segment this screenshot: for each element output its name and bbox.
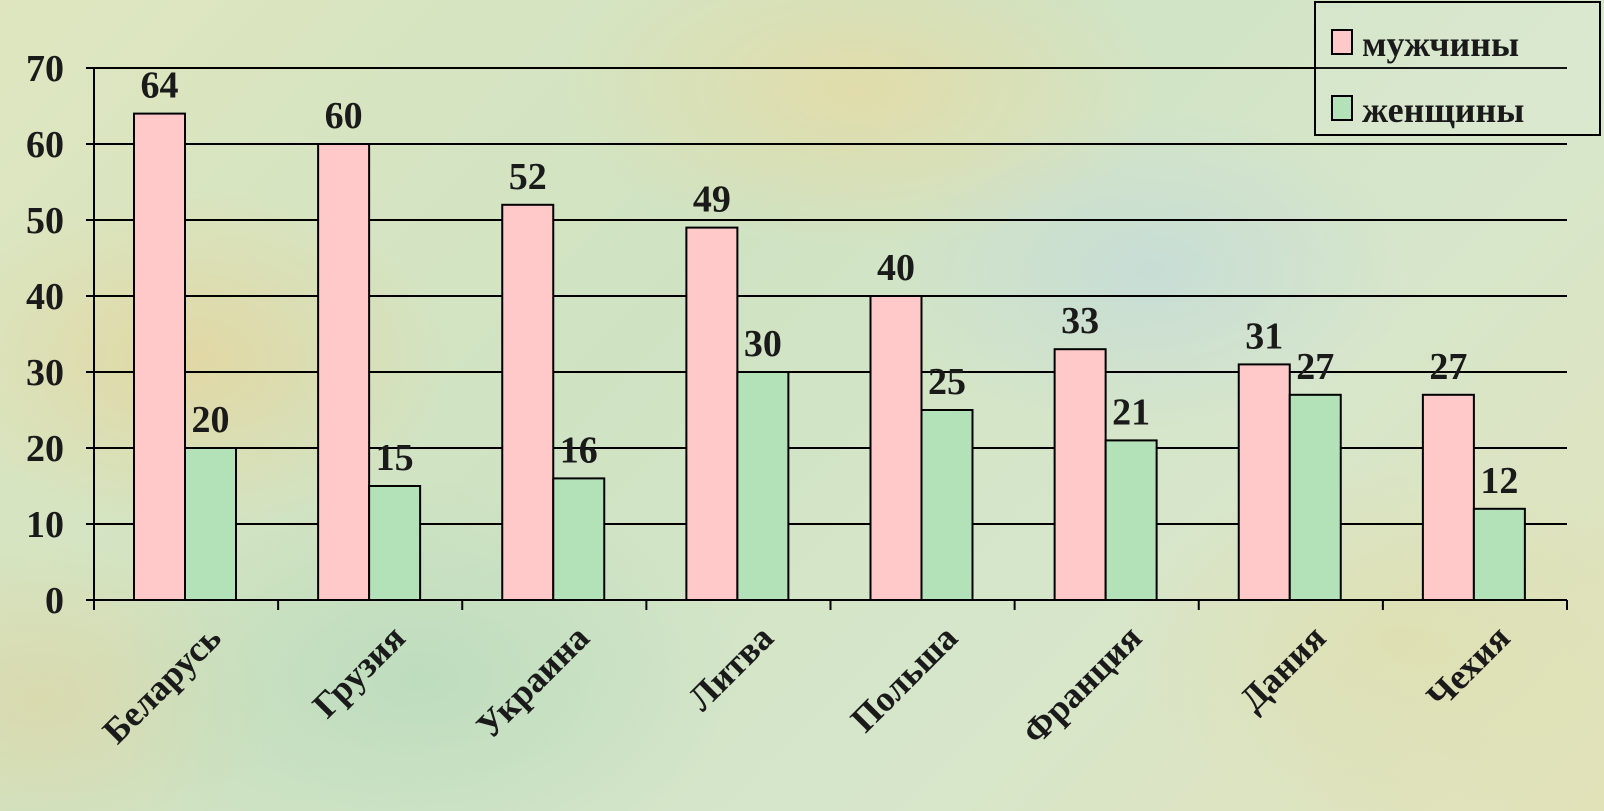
x-category-label: Дания	[1232, 617, 1334, 719]
x-category-label: Франция	[1014, 617, 1149, 752]
data-label-women: 20	[192, 399, 230, 441]
data-label-women: 27	[1296, 346, 1334, 388]
y-tick-label: 70	[26, 48, 64, 90]
data-label-men: 31	[1245, 315, 1283, 357]
bar-women	[920, 409, 974, 601]
x-category-label: Грузия	[305, 617, 413, 725]
legend-swatch-women	[1331, 95, 1353, 121]
bar-men	[1053, 348, 1107, 602]
bar-women	[1104, 439, 1158, 601]
data-label-women: 25	[928, 361, 966, 403]
data-label-women: 30	[744, 323, 782, 365]
bar-women	[368, 485, 422, 601]
data-label-men: 27	[1429, 346, 1467, 388]
data-label-men: 33	[1061, 300, 1099, 342]
y-tick-label: 0	[45, 580, 64, 622]
y-tick-label: 50	[26, 200, 64, 242]
bar-men	[501, 203, 555, 602]
x-category-label: Литва	[680, 617, 781, 718]
y-tick-label: 60	[26, 124, 64, 166]
bar-women	[552, 477, 606, 601]
bar-men	[1237, 363, 1291, 601]
bars	[133, 112, 1526, 602]
x-category-label: Украина	[468, 617, 596, 745]
y-tick-label: 20	[26, 428, 64, 470]
data-label-men: 40	[877, 247, 915, 289]
legend: мужчины женщины	[1314, 1, 1601, 136]
data-label-women: 16	[560, 429, 598, 471]
data-label-men: 60	[325, 95, 363, 137]
gridlines	[94, 67, 1567, 525]
data-label-men: 49	[693, 179, 731, 221]
bar-women	[1472, 507, 1526, 601]
legend-label-men: мужчины	[1362, 24, 1519, 64]
data-label-women: 12	[1480, 460, 1518, 502]
bar-men	[685, 226, 739, 601]
bar-women	[1288, 393, 1342, 601]
data-label-women: 21	[1112, 391, 1150, 433]
x-category-label: Чехия	[1419, 617, 1518, 716]
data-label-women: 15	[376, 437, 414, 479]
x-category-label: Беларусь	[95, 617, 229, 751]
y-tick-label: 10	[26, 504, 64, 546]
data-label-men: 52	[509, 156, 547, 198]
data-labels: 64 20 60 15 52 16 49 30 40 25 33 21 31 27 27 12	[141, 65, 1519, 502]
y-tick-label: 30	[26, 352, 64, 394]
bar-men	[133, 112, 186, 601]
bar-men	[1421, 393, 1475, 601]
data-label-men: 64	[141, 65, 179, 107]
bar-women	[184, 447, 237, 601]
legend-label-women: женщины	[1362, 90, 1524, 130]
bar-women	[736, 371, 790, 601]
y-tick-label: 40	[26, 276, 64, 318]
x-category-label: Польша	[843, 617, 965, 739]
bar-men	[317, 143, 371, 601]
legend-swatch-men	[1331, 29, 1353, 55]
bar-men	[869, 295, 923, 601]
